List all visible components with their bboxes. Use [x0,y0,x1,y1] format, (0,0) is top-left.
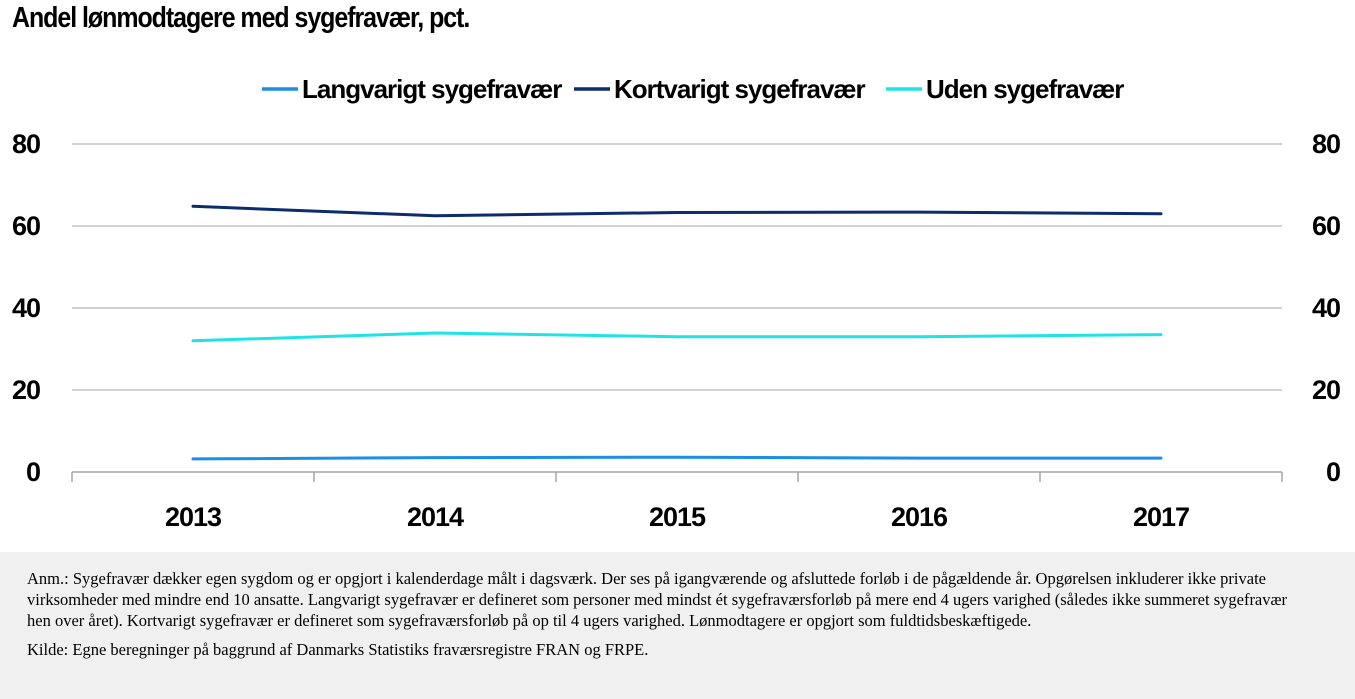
y-tick-label-left: 60 [12,211,40,241]
gridlines [72,143,1282,391]
y-tick-label-right: 80 [1312,129,1340,159]
x-tick-label: 2013 [165,502,222,532]
x-tick-labels: 2013 2014 2015 2016 2017 [165,502,1190,532]
y-tick-label-right: 0 [1326,457,1340,487]
series-lines [191,204,1163,461]
x-axis [71,471,1283,482]
y-tick-label-right: 60 [1312,211,1340,241]
x-tick-label: 2014 [407,502,464,532]
x-tick-label: 2015 [649,502,706,532]
notes-box: Anm.: Sygefravær dækker egen sygdom og e… [0,552,1355,699]
y-tick-label-right: 40 [1312,293,1340,323]
chart-title: Andel lønmodtagere med sygefravær, pct. [12,2,470,34]
series-line [191,204,1163,218]
legend-label: Uden sygefravær [926,74,1124,104]
legend-label: Langvarigt sygefravær [302,74,562,104]
y-tick-label-left: 20 [12,375,40,405]
x-tick-label: 2016 [891,502,948,532]
annotation-text: Anm.: Sygefravær dækker egen sygdom og e… [27,569,1288,630]
source-text: Kilde: Egne beregninger på baggrund af D… [27,640,649,659]
legend: Langvarigt sygefravær Kortvarigt sygefrav… [262,74,1125,104]
y-tick-label-right: 20 [1312,375,1340,405]
y-axis-right: 0 20 40 60 80 [1312,129,1341,487]
y-tick-label-left: 80 [12,129,40,159]
x-tick-label: 2017 [1133,502,1189,532]
y-tick-label-left: 40 [12,293,40,323]
line-chart: 0 20 40 60 80 0 20 40 60 80 2013 2014 2015 2016 2017… [12,74,1341,532]
series-line [191,455,1163,461]
y-tick-label-left: 0 [26,457,40,487]
y-axis-left: 0 20 40 60 80 [12,129,41,487]
series-line [191,331,1163,343]
legend-label: Kortvarigt sygefravær [614,74,866,104]
